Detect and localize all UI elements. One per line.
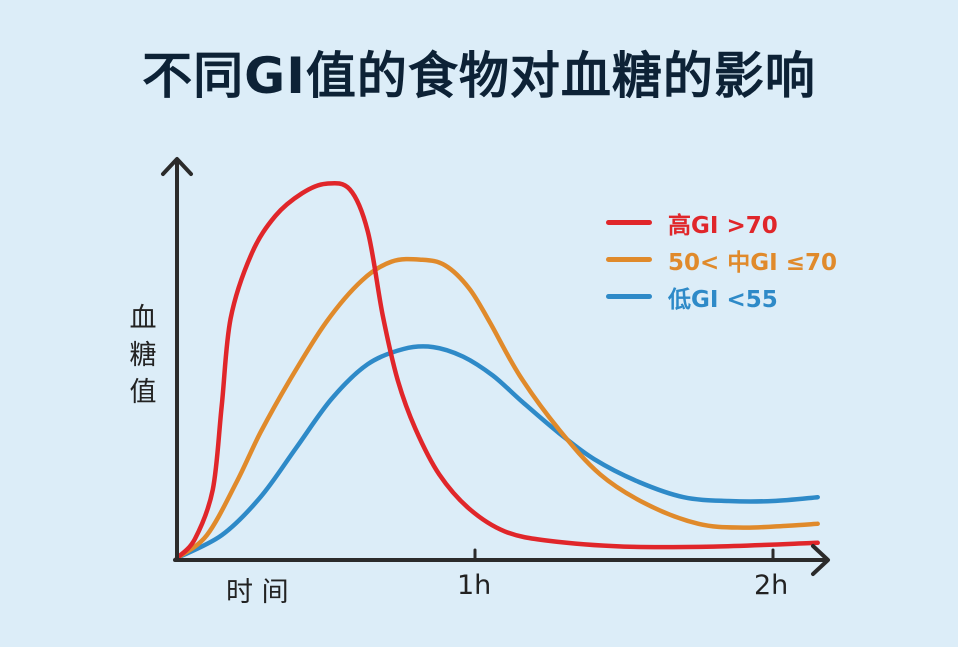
x-tick-label-1h: 1h [457,570,492,601]
legend-swatch [606,220,652,225]
legend-swatch [606,294,652,299]
legend-label: 低GI <55 [668,286,778,313]
x-tick-label-2h: 2h [754,570,789,601]
y-axis-label-char: 血 [129,303,157,334]
legend-item-0: 高GI >70 [606,204,837,241]
y-axis-label-char: 值 [129,377,157,408]
legend-label: 高GI >70 [668,212,778,239]
x-axis-label: 时 间 [226,577,289,608]
y-axis-arrow [161,157,193,176]
series-line-0 [174,180,820,561]
legend-item-1: 50< 中GI ≤70 [606,241,837,278]
chart-title: 不同GI值的食物对血糖的影响 [142,47,816,105]
x-axis-arrow [811,544,830,576]
legend-item-2: 低GI <55 [606,278,837,315]
legend-label: 50< 中GI ≤70 [668,249,838,276]
y-axis-label: 血糖值 [126,300,160,411]
series-line-2 [174,344,820,561]
series-line-1 [174,256,820,561]
y-axis-label-char: 糖 [129,340,157,371]
legend: 高GI >70 50< 中GI ≤70 低GI <55 [606,204,837,315]
legend-swatch [606,257,652,262]
